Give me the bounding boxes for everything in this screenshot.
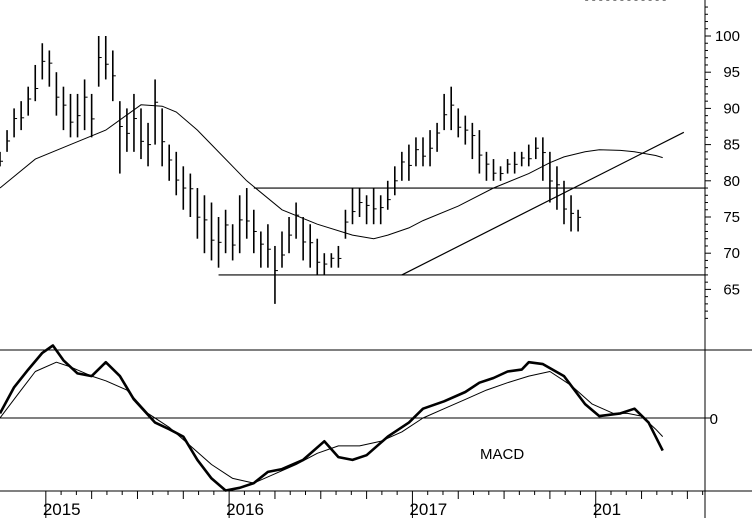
year-label: 201 <box>593 500 621 518</box>
macd-series <box>0 344 705 492</box>
year-label: 2015 <box>43 500 81 518</box>
price-tick-label: 65 <box>723 281 740 298</box>
moving-average-line <box>0 104 663 240</box>
price-tick-label: 70 <box>723 245 740 262</box>
moving-average <box>0 104 663 240</box>
year-label: 2016 <box>226 500 264 518</box>
price-tick-label: 85 <box>723 137 740 154</box>
price-tick-label: 90 <box>723 100 740 117</box>
price-tick-label: 75 <box>723 209 740 226</box>
price-panel: 100 95 90 85 80 75 70 65 <box>0 0 740 319</box>
price-tick-label: 95 <box>723 64 740 81</box>
horizontal-lines <box>218 131 705 276</box>
macd-panel: MACD 0 <box>0 344 718 492</box>
year-label: 2017 <box>409 500 447 518</box>
macd-line <box>0 344 664 492</box>
price-bars <box>0 0 666 304</box>
trend-line <box>401 131 685 276</box>
macd-signal-line <box>0 361 664 484</box>
macd-tick-label: 0 <box>710 411 718 428</box>
price-tick-label: 80 <box>723 173 740 190</box>
price-tick-label: 100 <box>715 28 740 45</box>
macd-label: MACD <box>480 446 524 463</box>
price-axis: 100 95 90 85 80 75 70 65 <box>705 6 740 319</box>
macd-axis: 0 <box>705 411 718 428</box>
time-axis: 2015 2016 2017 201 <box>43 491 704 518</box>
